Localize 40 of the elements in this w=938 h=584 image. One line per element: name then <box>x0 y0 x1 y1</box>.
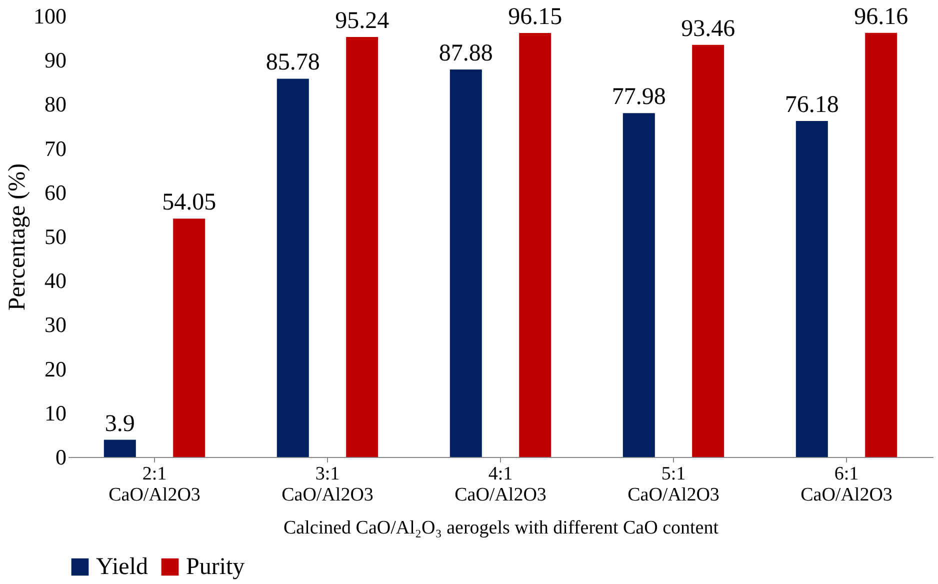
data-label: 96.15 <box>508 4 562 30</box>
bar <box>450 69 482 457</box>
y-tick-label: 0 <box>56 444 66 470</box>
y-tick-label: 20 <box>44 356 66 382</box>
y-tick-label: 70 <box>44 136 66 161</box>
x-tick-label: 3:1 CaO/Al2O3 <box>282 464 374 506</box>
y-tick-label: 10 <box>44 400 66 426</box>
y-tick-label: 40 <box>44 268 66 294</box>
x-tick-label: 4:1 CaO/Al2O3 <box>454 464 546 506</box>
data-label: 87.88 <box>438 40 493 66</box>
bar <box>865 32 898 457</box>
legend-label: Yield <box>96 554 148 580</box>
bar <box>173 218 206 457</box>
y-tick-label: 50 <box>44 224 66 249</box>
y-axis-title: Percentage (%) <box>4 163 30 311</box>
legend-label: Purity <box>186 554 245 580</box>
data-label: 3.9 <box>104 410 135 437</box>
bar <box>692 44 724 457</box>
bar <box>622 113 655 457</box>
bar <box>796 121 828 457</box>
bar <box>104 440 136 457</box>
x-axis-title: Calcined CaO/Al₂O₃ aerogels with different CaO content <box>284 518 720 538</box>
y-tick-label: 30 <box>44 312 66 338</box>
y-tick-label: 100 <box>34 4 66 28</box>
data-label: 93.46 <box>681 16 736 42</box>
x-tick-label: 5:1 CaO/Al2O3 <box>628 464 720 506</box>
x-tick-label: 6:1 CaO/Al2O3 <box>800 464 892 506</box>
data-label: 76.18 <box>784 92 839 118</box>
y-tick-label: 80 <box>44 92 66 117</box>
data-label: 54.05 <box>162 190 216 216</box>
bar <box>346 36 378 457</box>
y-tick-label: 60 <box>44 180 66 205</box>
bar <box>519 32 552 457</box>
x-tick-label: 2:1 CaO/Al2O3 <box>108 464 200 506</box>
data-label: 96.16 <box>854 4 908 30</box>
data-label: 95.24 <box>335 8 390 34</box>
bar <box>276 78 309 457</box>
data-label: 85.78 <box>266 50 320 76</box>
data-label: 77.98 <box>612 84 666 110</box>
y-tick-label: 90 <box>44 48 66 73</box>
